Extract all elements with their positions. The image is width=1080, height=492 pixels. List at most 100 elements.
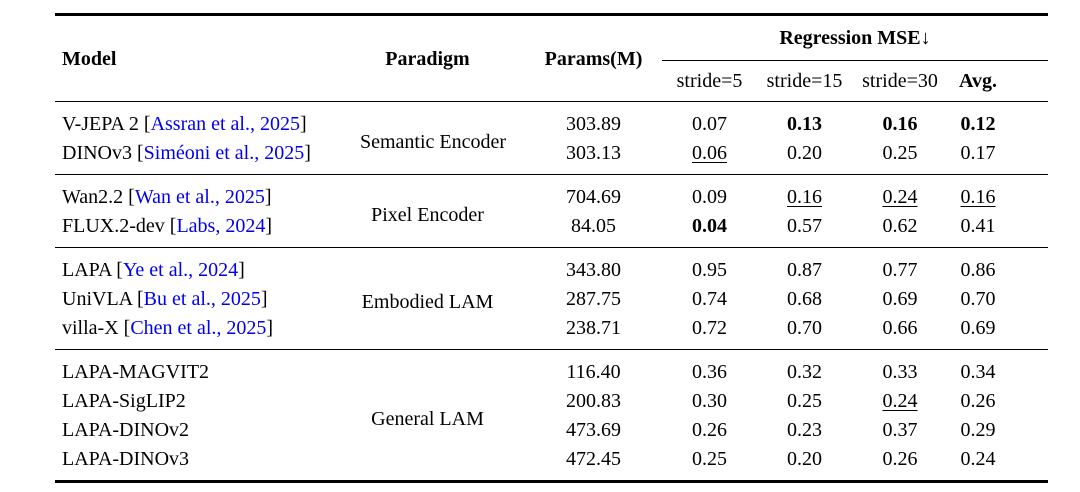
results-table: Model Paradigm Params(M) Regression MSE↓…: [55, 13, 1048, 483]
cell-stride30: 0.69: [882, 287, 918, 310]
cell-model: V-JEPA 2 [Assran et al., 2025]: [55, 101, 360, 138]
model-name: LAPA-DINOv2: [62, 418, 190, 441]
header-row-sub: stride=5 stride=15 stride=30 Avg.: [55, 60, 1048, 102]
model-name: villa-X: [62, 316, 119, 339]
cell-stride5: 0.72: [692, 316, 727, 339]
model-name: LAPA-DINOv3: [62, 447, 190, 470]
cell-avg: 0.26: [960, 389, 996, 412]
col-header-paradigm: Paradigm: [360, 14, 495, 102]
cell-stride30: 0.77: [852, 247, 948, 284]
model-name: LAPA-MAGVIT2: [62, 360, 210, 383]
col-header-avg: Avg.: [948, 60, 1048, 102]
cell-stride15: 0.57: [787, 214, 822, 237]
model-name: LAPA-SigLIP2: [62, 389, 186, 412]
table-header: Model Paradigm Params(M) Regression MSE↓…: [55, 14, 1048, 102]
table-row: LAPA-DINOv3 472.45 0.25 0.20 0.26 0.24: [55, 444, 1048, 482]
cell-stride5: 0.36: [662, 349, 757, 386]
citation-link[interactable]: Chen et al., 2025: [130, 316, 267, 339]
cell-params: 200.83: [566, 389, 621, 412]
cell-stride15: 0.70: [787, 316, 822, 339]
table-row: DINOv3 [Siméoni et al., 2025] 303.13 0.0…: [55, 138, 1048, 175]
cell-params: 116.40: [495, 349, 662, 386]
model-name: UniVLA: [62, 287, 132, 310]
cell-stride30: 0.24: [852, 174, 948, 211]
table-row: LAPA-DINOv2 473.69 0.26 0.23 0.37 0.29: [55, 415, 1048, 444]
cell-stride30: 0.62: [882, 214, 918, 237]
cell-stride30: 0.25: [882, 141, 918, 164]
cell-model: LAPA-DINOv3: [55, 444, 360, 482]
cell-paradigm: Pixel Encoder: [360, 174, 495, 248]
cell-avg: 0.17: [960, 141, 996, 164]
cell-avg: 0.86: [948, 247, 1048, 284]
citation-link[interactable]: Assran et al., 2025: [150, 112, 300, 135]
cell-stride5: 0.95: [662, 247, 757, 284]
citation-link[interactable]: Labs, 2024: [176, 214, 266, 237]
cite-bracket-open: [: [123, 185, 135, 208]
cell-stride15: 0.32: [757, 349, 852, 386]
cite-bracket-open: [: [132, 141, 144, 164]
table-body: V-JEPA 2 [Assran et al., 2025] Semantic …: [55, 101, 1048, 482]
cell-stride15: 0.13: [757, 101, 852, 138]
cell-stride5: 0.09: [662, 174, 757, 211]
col-header-stride5: stride=5: [662, 60, 757, 102]
cell-params: 84.05: [571, 214, 616, 237]
citation-link[interactable]: Bu et al., 2025: [143, 287, 261, 310]
cell-model: villa-X [Chen et al., 2025]: [55, 313, 360, 350]
cite-bracket-close: ]: [265, 214, 272, 237]
col-header-stride15: stride=15: [757, 60, 852, 102]
cell-params: 303.13: [566, 141, 621, 164]
cell-avg: 0.69: [960, 316, 996, 339]
table-row: villa-X [Chen et al., 2025] 238.71 0.72 …: [55, 313, 1048, 350]
cell-stride5: 0.04: [692, 214, 727, 237]
model-name: FLUX.2-dev: [62, 214, 165, 237]
citation-link[interactable]: Wan et al., 2025: [134, 185, 265, 208]
cell-stride30: 0.33: [852, 349, 948, 386]
citation-link[interactable]: Siméoni et al., 2025: [143, 141, 305, 164]
cite-bracket-close: ]: [264, 185, 272, 208]
cell-params: 238.71: [566, 316, 621, 339]
cell-stride30: 0.37: [882, 418, 918, 441]
cell-stride5: 0.30: [692, 389, 727, 412]
cell-params: 472.45: [566, 447, 621, 470]
cell-stride5: 0.74: [692, 287, 727, 310]
model-name: Wan2.2: [62, 185, 124, 208]
cell-model: LAPA [Ye et al., 2024]: [55, 247, 360, 284]
cite-bracket-open: [: [164, 214, 177, 237]
cell-params: 704.69: [495, 174, 662, 211]
cell-stride15: 0.25: [787, 389, 822, 412]
cell-model: FLUX.2-dev [Labs, 2024]: [55, 211, 360, 248]
table-row: LAPA-MAGVIT2 General LAM 116.40 0.36 0.3…: [55, 349, 1048, 482]
cell-stride5: 0.07: [662, 101, 757, 138]
cell-model: LAPA-MAGVIT2: [55, 349, 360, 386]
cell-model: DINOv3 [Siméoni et al., 2025]: [55, 138, 360, 175]
cell-avg: 0.16: [948, 174, 1048, 211]
cell-paradigm: General LAM: [360, 349, 495, 482]
cite-bracket-open: [: [138, 112, 151, 135]
cite-bracket-close: ]: [260, 287, 268, 310]
cell-model: LAPA-DINOv2: [55, 415, 360, 444]
cell-paradigm: Semantic Encoder: [360, 101, 506, 175]
cell-params: 303.89: [495, 101, 662, 138]
cell-stride15: 0.87: [757, 247, 852, 284]
cell-model: UniVLA [Bu et al., 2025]: [55, 284, 360, 313]
cell-stride5: 0.25: [692, 447, 727, 470]
cite-bracket-open: [: [111, 258, 123, 281]
cell-params: 473.69: [566, 418, 621, 441]
cite-bracket-close: ]: [300, 112, 307, 135]
cell-stride30: 0.66: [882, 316, 918, 339]
cite-bracket-open: [: [118, 316, 131, 339]
cite-bracket-open: [: [132, 287, 144, 310]
cell-stride30: 0.16: [852, 101, 948, 138]
cell-stride15: 0.68: [787, 287, 822, 310]
header-row-top: Model Paradigm Params(M) Regression MSE↓: [55, 14, 1048, 102]
citation-link[interactable]: Ye et al., 2024: [122, 258, 239, 281]
cell-stride15: 0.23: [787, 418, 822, 441]
table-row: FLUX.2-dev [Labs, 2024] 84.05 0.04 0.57 …: [55, 211, 1048, 248]
cell-stride30: 0.26: [882, 447, 918, 470]
cell-paradigm: Embodied LAM: [360, 247, 495, 350]
col-header-model: Model: [55, 14, 360, 102]
cell-avg: 0.34: [948, 349, 1048, 386]
cell-avg: 0.29: [960, 418, 996, 441]
cell-stride5: 0.06: [692, 141, 727, 164]
